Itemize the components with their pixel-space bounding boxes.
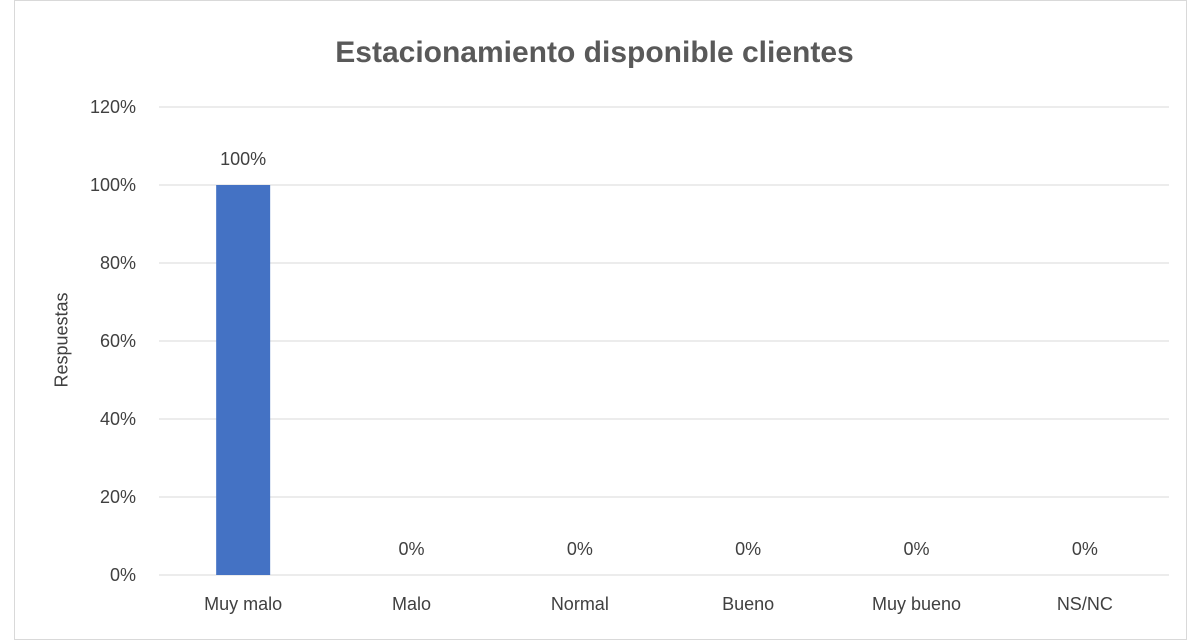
x-tick-label: Bueno [722,594,774,614]
x-tick-label: NS/NC [1057,594,1113,614]
x-tick-label: Muy bueno [872,594,961,614]
data-label: 100% [220,149,266,169]
y-tick-label: 0% [110,565,136,585]
y-tick-label: 60% [100,331,136,351]
y-tick-label: 80% [100,253,136,273]
data-label: 0% [567,539,593,559]
y-tick-label: 20% [100,487,136,507]
data-label: 0% [1072,539,1098,559]
y-tick-label: 100% [90,175,136,195]
y-tick-label: 40% [100,409,136,429]
data-label: 0% [903,539,929,559]
data-label: 0% [735,539,761,559]
x-tick-label: Muy malo [204,594,282,614]
x-tick-label: Malo [392,594,431,614]
y-tick-label: 120% [90,97,136,117]
chart-title: Estacionamiento disponible clientes [335,36,854,69]
x-tick-label: Normal [551,594,609,614]
bar [216,185,271,575]
data-label: 0% [398,539,424,559]
